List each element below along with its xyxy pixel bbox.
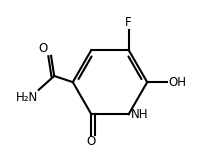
Text: O: O <box>38 42 48 55</box>
Text: OH: OH <box>168 76 186 89</box>
Text: H₂N: H₂N <box>16 91 38 104</box>
Text: F: F <box>125 16 132 29</box>
Text: O: O <box>87 135 96 148</box>
Text: NH: NH <box>131 108 149 121</box>
